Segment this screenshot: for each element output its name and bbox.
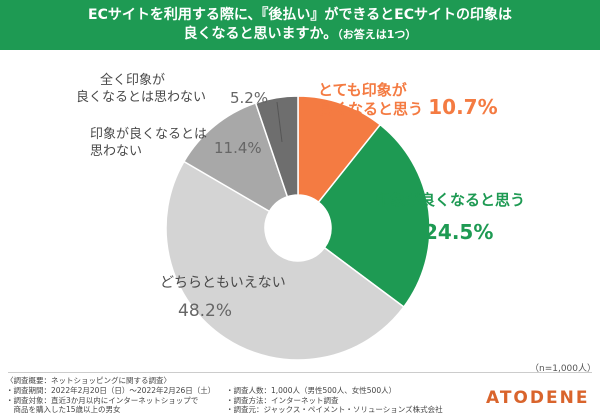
slice-not-good <box>182 102 289 213</box>
label-very-good-row2: 良くなると思う 10.7% <box>318 97 498 118</box>
label-not-at-all: 全く印象が 良くなるとは思わない <box>76 72 206 106</box>
label-good-name: 印象が良くなると思う <box>375 191 526 209</box>
pct-neutral: 48.2% <box>178 301 233 321</box>
pct-not-at-all: 5.2% <box>230 89 269 107</box>
footer-period: ・調査期間：2022年2月20日（日）〜2022年2月26日（土） <box>6 386 216 395</box>
slice-good <box>317 123 431 308</box>
pct-not-good: 11.4% <box>214 139 262 157</box>
chart-title-line2: 良くなると思いますか。（お答えは1つ） <box>0 25 600 44</box>
label-not-good-line2: 思わない <box>90 144 143 159</box>
label-not-at-all-line2: 良くなるとは思わない <box>76 90 207 105</box>
label-not-good: 印象が良くなるとは 思わない <box>90 126 207 160</box>
footer-target-2: 商品を購入した15歳以上の男女 <box>6 405 121 414</box>
chart-title-main: 良くなると思いますか。 <box>183 26 338 42</box>
footer-title: 〈調査概要：ネットショッピングに関する調査〉 <box>6 376 171 385</box>
slice-very-good <box>297 95 382 204</box>
label-very-good-line1: とても印象が <box>318 81 407 99</box>
sample-size: （n=1,000人） <box>530 364 597 374</box>
slice-neutral <box>165 160 405 361</box>
footer-count: ・調査人数：1,000人（男性500人、女性500人） <box>226 386 397 395</box>
slice-not-at-all <box>254 95 299 198</box>
donut-chart <box>165 95 431 361</box>
label-not-at-all-line1: 全く印象が <box>100 73 166 88</box>
footer-source: ・調査元：ジャックス・ペイメント・ソリューションズ株式会社 <box>226 405 443 414</box>
leader-line-not-at-all <box>276 101 283 143</box>
footer-divider <box>8 372 592 373</box>
label-very-good-line2: 良くなると思う <box>318 100 424 118</box>
title-banner: ECサイトを利用する際に、『後払い』ができるとECサイトの印象は 良くなると思い… <box>0 0 600 50</box>
footer-method: ・調査方法：インターネット調査 <box>226 396 339 405</box>
footer-target-1: ・調査対象：直近3か月以内にインターネットショップで <box>6 396 199 405</box>
label-neutral: どちらともいえない <box>160 275 286 291</box>
label-good: 印象が良くなると思う <box>375 192 525 209</box>
pct-very-good: 10.7% <box>428 95 498 119</box>
atodene-logo: ATODENE <box>486 388 590 408</box>
label-very-good: とても印象が 良くなると思う 10.7% <box>318 82 498 118</box>
chart-title-line1: ECサイトを利用する際に、『後払い』ができるとECサイトの印象は <box>88 7 512 23</box>
pct-good: 24.5% <box>424 220 494 244</box>
chart-title-note: （お答えは1つ） <box>337 28 417 41</box>
label-not-good-line1: 印象が良くなるとは <box>90 127 208 142</box>
